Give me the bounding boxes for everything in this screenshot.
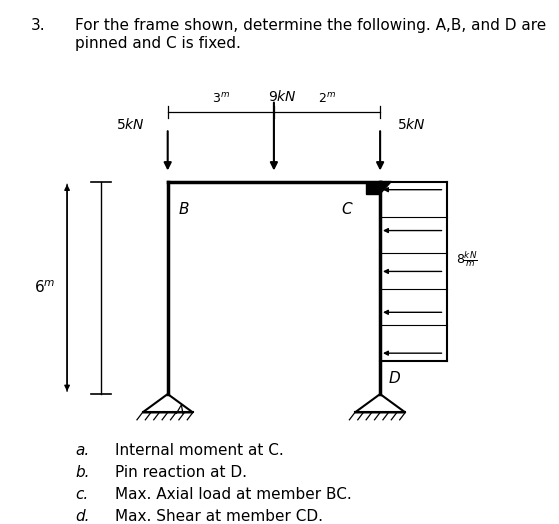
- Text: $5kN$: $5kN$: [116, 117, 145, 133]
- Text: 3.: 3.: [31, 18, 45, 34]
- Text: B: B: [179, 202, 190, 217]
- Text: Pin reaction at D.: Pin reaction at D.: [115, 465, 247, 480]
- Polygon shape: [366, 181, 380, 194]
- Text: d.: d.: [75, 509, 90, 524]
- Text: For the frame shown, determine the following. A,B, and D are
pinned and C is fix: For the frame shown, determine the follo…: [75, 18, 547, 51]
- Text: $8\frac{kN}{m}$: $8\frac{kN}{m}$: [456, 249, 477, 269]
- Text: a.: a.: [75, 443, 89, 458]
- Text: Max. Axial load at member BC.: Max. Axial load at member BC.: [115, 487, 352, 502]
- Text: $9kN$: $9kN$: [268, 89, 297, 104]
- Text: c.: c.: [75, 487, 89, 502]
- Text: $2^m$: $2^m$: [318, 92, 336, 106]
- Text: b.: b.: [75, 465, 90, 480]
- Text: Max. Shear at member CD.: Max. Shear at member CD.: [115, 509, 323, 524]
- Text: D: D: [389, 371, 400, 386]
- Text: $6^m$: $6^m$: [34, 279, 55, 296]
- Text: $3^m$: $3^m$: [212, 92, 230, 106]
- Text: $5kN$: $5kN$: [397, 117, 426, 133]
- Polygon shape: [380, 181, 391, 194]
- Text: Internal moment at C.: Internal moment at C.: [115, 443, 283, 458]
- Text: C: C: [341, 202, 352, 217]
- Text: A: A: [176, 405, 184, 417]
